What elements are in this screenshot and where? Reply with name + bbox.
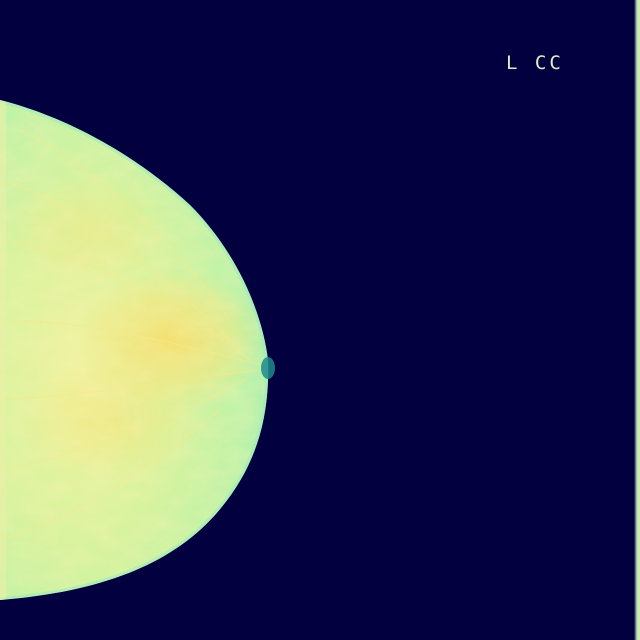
nipple bbox=[261, 357, 275, 379]
detector-edge bbox=[634, 0, 640, 640]
view-label: L CC bbox=[506, 52, 564, 74]
